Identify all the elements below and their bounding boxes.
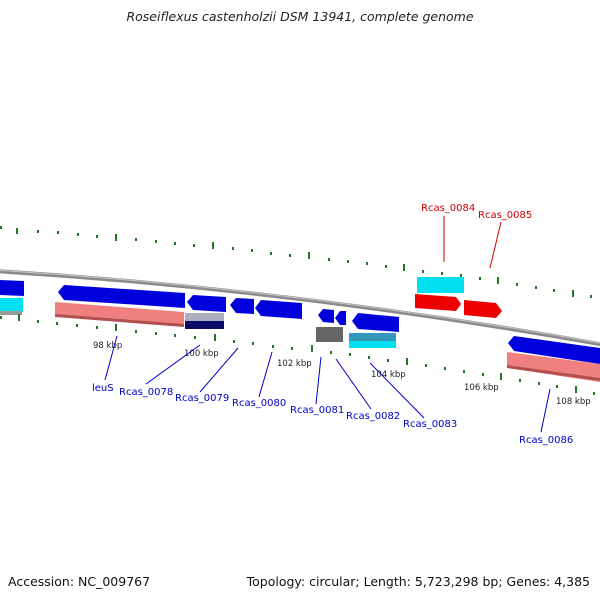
gene-arrow[interactable] bbox=[0, 280, 24, 296]
rna-feature[interactable] bbox=[0, 298, 23, 312]
gene-arrow[interactable] bbox=[508, 336, 600, 364]
gray-feature[interactable] bbox=[0, 311, 22, 315]
gene-arrow[interactable] bbox=[58, 285, 185, 308]
outer-ticks bbox=[0, 226, 592, 298]
position-label: 98 kbp bbox=[93, 341, 122, 351]
rna-track bbox=[0, 277, 464, 348]
label-leaders bbox=[104, 216, 551, 433]
gene-label-rcas-0078[interactable]: Rcas_0078 bbox=[119, 387, 173, 398]
reverse-track bbox=[0, 302, 600, 382]
gene-label-rcas-0084[interactable]: Rcas_0084 bbox=[421, 203, 475, 214]
pink-band[interactable] bbox=[55, 302, 184, 326]
genome-summary: Topology: circular; Length: 5,723,298 bp… bbox=[246, 574, 590, 589]
gray-feature[interactable] bbox=[316, 327, 343, 342]
gene-arrow[interactable] bbox=[230, 298, 254, 314]
gene-label-rcas-0086[interactable]: Rcas_0086 bbox=[519, 435, 573, 446]
gene-arrow-rcas-0085[interactable] bbox=[464, 300, 502, 318]
gene-block[interactable] bbox=[185, 321, 224, 329]
inner-ticks bbox=[0, 314, 595, 395]
map-title: Roseiflexus castenholzii DSM 13941, comp… bbox=[126, 9, 474, 24]
position-label: 102 kbp bbox=[277, 359, 312, 369]
position-label: 100 kbp bbox=[184, 349, 219, 359]
gene-label-rcas-0083[interactable]: Rcas_0083 bbox=[403, 419, 457, 430]
rna-feature[interactable] bbox=[349, 333, 396, 341]
gene-labels: leuS Rcas_0078 Rcas_0079 Rcas_0080 Rcas_… bbox=[92, 203, 573, 446]
gene-label-rcas-0080[interactable]: Rcas_0080 bbox=[232, 398, 286, 409]
position-label: 106 kbp bbox=[464, 383, 499, 393]
gene-arrow[interactable] bbox=[352, 313, 399, 332]
gene-label-rcas-0085[interactable]: Rcas_0085 bbox=[478, 210, 532, 221]
gene-arrow[interactable] bbox=[255, 300, 302, 319]
position-label: 108 kbp bbox=[556, 397, 591, 407]
gene-label-leus[interactable]: leuS bbox=[92, 383, 114, 394]
gene-arrow-rcas-0084[interactable] bbox=[415, 294, 461, 311]
genome-backbone bbox=[0, 269, 600, 347]
rna-feature[interactable] bbox=[417, 277, 464, 293]
pink-band[interactable] bbox=[507, 352, 600, 382]
gene-label-rcas-0082[interactable]: Rcas_0082 bbox=[346, 411, 400, 422]
highlight-cds-track bbox=[415, 294, 502, 318]
gene-arrow[interactable] bbox=[318, 309, 334, 323]
position-labels: 98 kbp 100 kbp 102 kbp 104 kbp 106 kbp 1… bbox=[93, 341, 591, 407]
accession-label: Accession: NC_009767 bbox=[8, 574, 151, 589]
gene-label-rcas-0081[interactable]: Rcas_0081 bbox=[290, 405, 344, 416]
gene-arrow[interactable] bbox=[335, 311, 346, 325]
rna-feature[interactable] bbox=[349, 341, 396, 348]
gene-label-rcas-0079[interactable]: Rcas_0079 bbox=[175, 393, 229, 404]
position-label: 104 kbp bbox=[371, 370, 406, 380]
gray-feature[interactable] bbox=[185, 313, 224, 321]
forward-cds-track bbox=[0, 280, 600, 364]
gene-arrow[interactable] bbox=[187, 295, 226, 312]
